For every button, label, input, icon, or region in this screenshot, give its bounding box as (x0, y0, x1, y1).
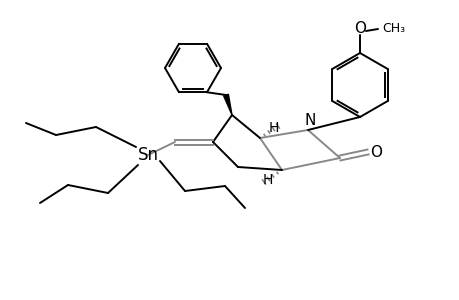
Text: H: H (262, 173, 273, 187)
Text: O: O (369, 145, 381, 160)
Text: O: O (353, 20, 365, 35)
Text: N: N (304, 112, 315, 128)
Text: H: H (268, 121, 279, 135)
Text: Sn: Sn (137, 146, 158, 164)
Polygon shape (223, 94, 231, 115)
Text: CH₃: CH₃ (381, 22, 405, 34)
